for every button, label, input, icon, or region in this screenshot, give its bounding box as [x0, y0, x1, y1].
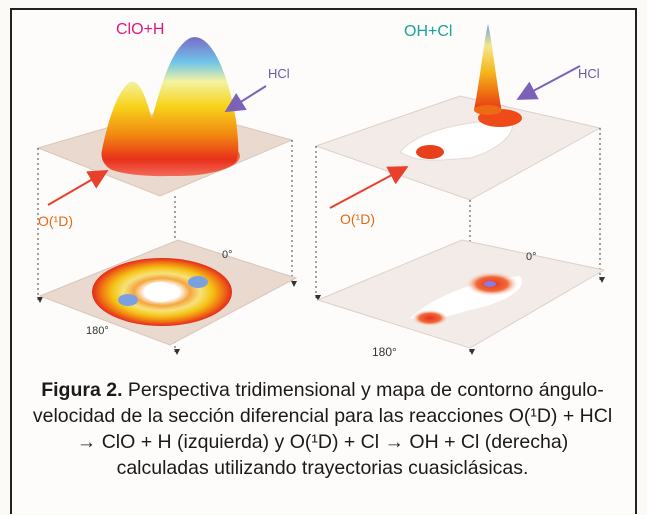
left-panel — [36, 37, 298, 355]
caption-text: Perspectiva tridimensional y mapa de con… — [32, 379, 613, 479]
right-surface-spike — [474, 24, 502, 112]
left-angle-180: 180° — [86, 325, 109, 337]
right-reactant-arrow — [329, 166, 409, 209]
right-angle-zero: 0° — [526, 251, 537, 263]
right-reactant-label: O(¹D) — [340, 211, 375, 227]
right-angle-180: 180° — [372, 345, 397, 359]
right-product-title: OH+Cl — [404, 23, 452, 40]
left-product-title: ClO+H — [116, 21, 164, 38]
right-hcl-label: HCl — [578, 66, 600, 81]
figure-illustration: ClO+H HCl O(¹D) 0° 180° OH+Cl HCl O(¹D) … — [36, 21, 606, 359]
caption-label: Figura 2. — [41, 379, 123, 401]
left-reactant-label: O(¹D) — [38, 213, 73, 229]
left-reactant-arrow — [47, 169, 109, 206]
left-angle-zero: 0° — [222, 249, 233, 261]
figure-caption: Figura 2. Perspectiva tridimensional y m… — [30, 377, 615, 481]
right-panel — [314, 24, 606, 355]
left-hcl-label: HCl — [268, 66, 290, 81]
left-surface-peak — [101, 37, 239, 177]
right-hcl-arrow — [516, 65, 581, 100]
left-hcl-arrow — [224, 85, 267, 113]
